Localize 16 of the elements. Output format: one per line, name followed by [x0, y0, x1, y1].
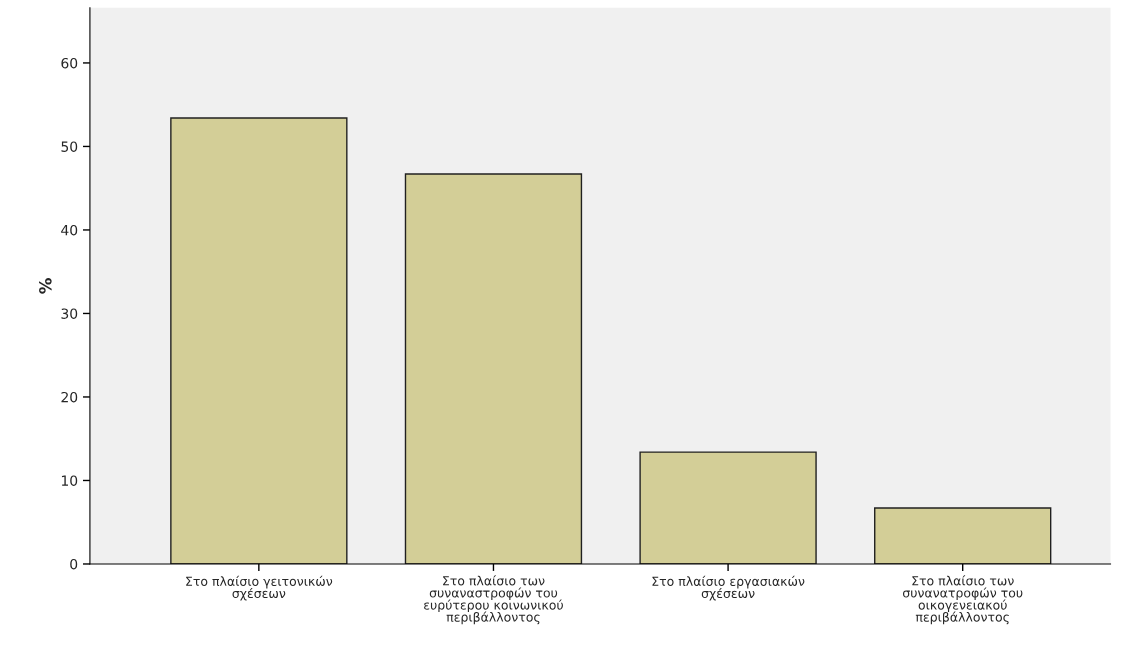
y-tick-label: 40	[61, 224, 78, 236]
y-tick-label: 10	[61, 475, 78, 486]
y-tick-label: 60	[61, 57, 78, 69]
x-tick-label: Στο πλαίσιο των συνανατροφών του οικογενειακού περιβάλλοντος	[903, 575, 1023, 625]
x-tick-label: Στο πλαίσιο γειτονικών σχέσεων	[186, 575, 333, 601]
y-axis-title: %	[39, 278, 52, 294]
x-tick-label: Στο πλαίσιο εργασιακών σχέσεων	[652, 575, 805, 601]
bar	[170, 117, 348, 564]
y-tick-label: 20	[61, 391, 78, 403]
bar	[639, 451, 817, 564]
y-tick-label: 50	[61, 141, 78, 152]
bar	[874, 507, 1052, 564]
x-tick-label: Στο πλαίσιο των συναναστροφών του ευρύτερου κοινωνικού περιβάλλοντος	[424, 575, 563, 625]
y-tick-label: 0	[70, 558, 78, 570]
bar	[404, 173, 583, 564]
y-tick-label: 30	[61, 308, 78, 319]
